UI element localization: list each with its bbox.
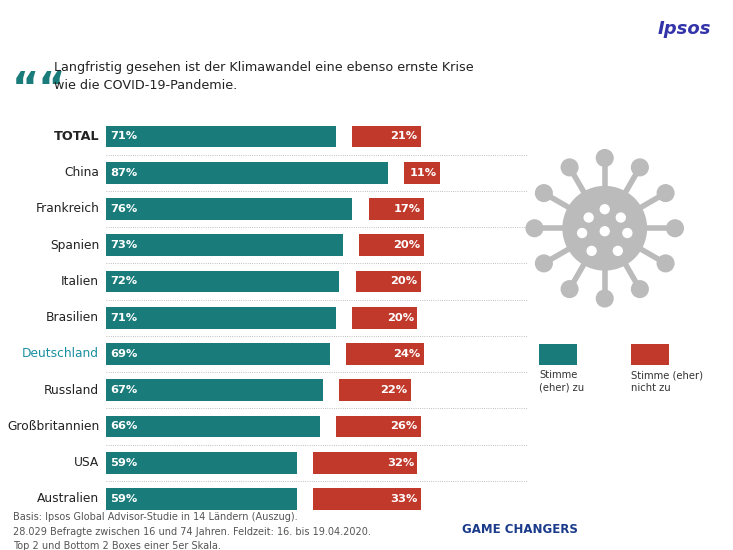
Circle shape [597, 150, 613, 166]
Text: ““: ““ [12, 69, 66, 111]
Text: 71%: 71% [110, 131, 137, 141]
Text: Russland: Russland [44, 384, 99, 397]
Text: 20%: 20% [394, 240, 421, 250]
Text: 76%: 76% [110, 204, 137, 214]
Text: 69%: 69% [110, 349, 137, 359]
Circle shape [600, 227, 609, 236]
FancyBboxPatch shape [106, 343, 330, 365]
Text: 72%: 72% [110, 276, 137, 287]
FancyBboxPatch shape [314, 488, 421, 510]
Text: 87%: 87% [110, 168, 137, 178]
Circle shape [584, 213, 593, 222]
Text: China: China [65, 166, 99, 179]
Text: 11%: 11% [410, 168, 437, 178]
FancyBboxPatch shape [106, 452, 297, 474]
FancyBboxPatch shape [314, 452, 417, 474]
FancyBboxPatch shape [356, 271, 421, 292]
Text: 24%: 24% [394, 349, 421, 359]
Text: 21%: 21% [390, 131, 417, 141]
FancyBboxPatch shape [630, 344, 668, 365]
Text: 33%: 33% [390, 494, 417, 504]
FancyBboxPatch shape [106, 415, 320, 437]
Text: Brasilien: Brasilien [46, 311, 99, 324]
Text: Langfristig gesehen ist der Klimawandel eine ebenso ernste Krise
wie die COVID-1: Langfristig gesehen ist der Klimawandel … [54, 60, 473, 92]
Text: Spanien: Spanien [50, 239, 99, 252]
Circle shape [536, 255, 552, 272]
Circle shape [632, 159, 648, 176]
FancyBboxPatch shape [106, 198, 353, 220]
FancyBboxPatch shape [539, 344, 577, 365]
FancyBboxPatch shape [106, 162, 388, 184]
FancyBboxPatch shape [106, 271, 339, 292]
Circle shape [614, 246, 622, 255]
Circle shape [526, 220, 542, 236]
Text: 20%: 20% [390, 276, 417, 287]
Circle shape [658, 185, 674, 201]
FancyBboxPatch shape [359, 234, 424, 256]
FancyBboxPatch shape [353, 125, 421, 147]
Text: Stimme (eher)
nicht zu: Stimme (eher) nicht zu [630, 371, 702, 393]
Text: 17%: 17% [394, 204, 421, 214]
Text: COVID-19 & Klimawandel: Zwei Krisen, die die Welt bewegen: COVID-19 & Klimawandel: Zwei Krisen, die… [13, 19, 684, 39]
Circle shape [536, 185, 552, 201]
Text: 22%: 22% [380, 385, 408, 395]
FancyBboxPatch shape [353, 307, 417, 328]
Text: 67%: 67% [110, 385, 137, 395]
Text: Italien: Italien [62, 275, 99, 288]
FancyBboxPatch shape [106, 488, 297, 510]
Text: GAME CHANGERS: GAME CHANGERS [463, 523, 578, 536]
Circle shape [616, 213, 625, 222]
FancyBboxPatch shape [405, 162, 440, 184]
Circle shape [600, 205, 609, 213]
Text: 66%: 66% [110, 421, 137, 431]
FancyBboxPatch shape [339, 379, 410, 401]
Circle shape [587, 246, 596, 255]
Circle shape [563, 186, 647, 270]
Text: Ipsos: Ipsos [658, 20, 711, 38]
Circle shape [658, 255, 674, 272]
Text: Australien: Australien [37, 492, 99, 505]
Circle shape [632, 280, 648, 298]
FancyBboxPatch shape [106, 125, 336, 147]
Circle shape [561, 280, 578, 298]
Circle shape [623, 229, 632, 238]
FancyBboxPatch shape [336, 415, 421, 437]
Text: 20%: 20% [387, 312, 414, 323]
Text: USA: USA [74, 456, 99, 469]
Text: TOTAL: TOTAL [54, 130, 99, 143]
FancyBboxPatch shape [106, 307, 336, 328]
Text: Basis: Ipsos Global Advisor-Studie in 14 Ländern (Auszug).
28.029 Befragte zwisc: Basis: Ipsos Global Advisor-Studie in 14… [12, 512, 370, 550]
Text: Ipsos: Ipsos [663, 522, 704, 536]
Circle shape [666, 220, 683, 236]
Text: 32%: 32% [387, 458, 414, 468]
FancyBboxPatch shape [369, 198, 424, 220]
Text: Stimme
(eher) zu: Stimme (eher) zu [539, 371, 584, 393]
Text: 73%: 73% [110, 240, 137, 250]
Text: 59%: 59% [110, 458, 137, 468]
Text: Großbritannien: Großbritannien [7, 420, 99, 433]
Text: 59%: 59% [110, 494, 137, 504]
Text: 71%: 71% [110, 312, 137, 323]
FancyBboxPatch shape [346, 343, 424, 365]
Text: 26%: 26% [390, 421, 417, 431]
FancyBboxPatch shape [106, 379, 323, 401]
Text: Deutschland: Deutschland [22, 348, 99, 360]
Text: Frankreich: Frankreich [35, 202, 99, 216]
Circle shape [561, 159, 578, 176]
FancyBboxPatch shape [106, 234, 342, 256]
Circle shape [578, 229, 586, 238]
Circle shape [597, 290, 613, 307]
